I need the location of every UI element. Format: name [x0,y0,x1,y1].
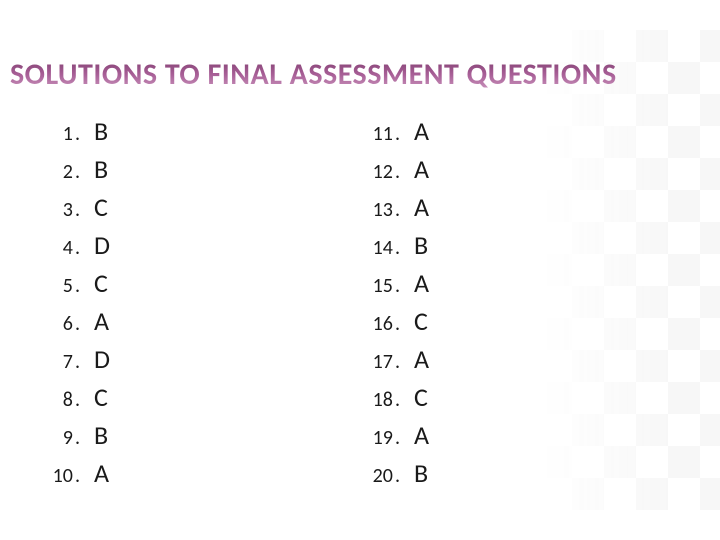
answer-row: 8. C [38,381,110,412]
question-number: 10. [38,464,80,488]
answer-letter: B [94,115,108,147]
question-number: 6. [38,312,80,336]
answer-row: 11. A [352,115,429,146]
answer-row: 17. A [352,343,429,374]
answers-columns: 1. B 2. B 3. C 4. D 5. C 6. A 7. D 8. C 9. B 10. A 11. A 12. A… [0,115,720,488]
page-title: SOLUTIONS TO FINAL ASSESSMENT QUESTIONS [10,56,617,93]
answer-letter: C [414,305,428,337]
answer-letter: B [94,419,108,451]
question-number: 11. [352,122,400,146]
question-number: 1. [38,122,80,146]
question-number: 12. [352,160,400,184]
answer-letter: A [414,115,429,147]
answer-letter: B [414,229,428,261]
answer-letter: C [94,267,108,299]
answer-row: 1. B [38,115,110,146]
question-number: 9. [38,426,80,450]
answer-letter: A [414,267,429,299]
answer-letter: B [414,457,428,489]
question-number: 15. [352,274,400,298]
answer-row: 13. A [352,191,429,222]
question-number: 4. [38,236,80,260]
question-number: 17. [352,350,400,374]
question-number: 8. [38,388,80,412]
question-number: 19. [352,426,400,450]
answer-row: 16. C [352,305,429,336]
question-number: 14. [352,236,400,260]
answer-letter: A [414,191,429,223]
answer-row: 15. A [352,267,429,298]
answer-row: 20. B [352,457,429,488]
answers-column-left: 1. B 2. B 3. C 4. D 5. C 6. A 7. D 8. C 9. B 10. A [38,115,110,488]
question-number: 5. [38,274,80,298]
answer-row: 6. A [38,305,110,336]
answer-letter: B [94,153,108,185]
answer-row: 14. B [352,229,429,260]
answer-row: 9. B [38,419,110,450]
question-number: 7. [38,350,80,374]
question-number: 20. [352,464,400,488]
answer-letter: C [94,381,108,413]
answer-letter: D [94,229,110,261]
answer-row: 12. A [352,153,429,184]
answer-letter: A [414,419,429,451]
answer-row: 2. B [38,153,110,184]
answer-row: 10. A [38,457,110,488]
answer-row: 5. C [38,267,110,298]
answer-letter: A [414,153,429,185]
question-number: 16. [352,312,400,336]
answer-row: 19. A [352,419,429,450]
question-number: 13. [352,198,400,222]
answer-letter: C [414,381,428,413]
answer-row: 7. D [38,343,110,374]
answer-letter: A [414,343,429,375]
answer-letter: A [94,305,109,337]
question-number: 2. [38,160,80,184]
question-number: 18. [352,388,400,412]
answer-row: 18. C [352,381,429,412]
answer-row: 4. D [38,229,110,260]
question-number: 3. [38,198,80,222]
answer-row: 3. C [38,191,110,222]
answer-letter: A [94,457,109,489]
answer-letter: C [94,191,108,223]
answer-letter: D [94,343,110,375]
answers-column-right: 11. A 12. A 13. A 14. B 15. A 16. C 17. A 18. C 19. A 20. B [352,115,429,488]
